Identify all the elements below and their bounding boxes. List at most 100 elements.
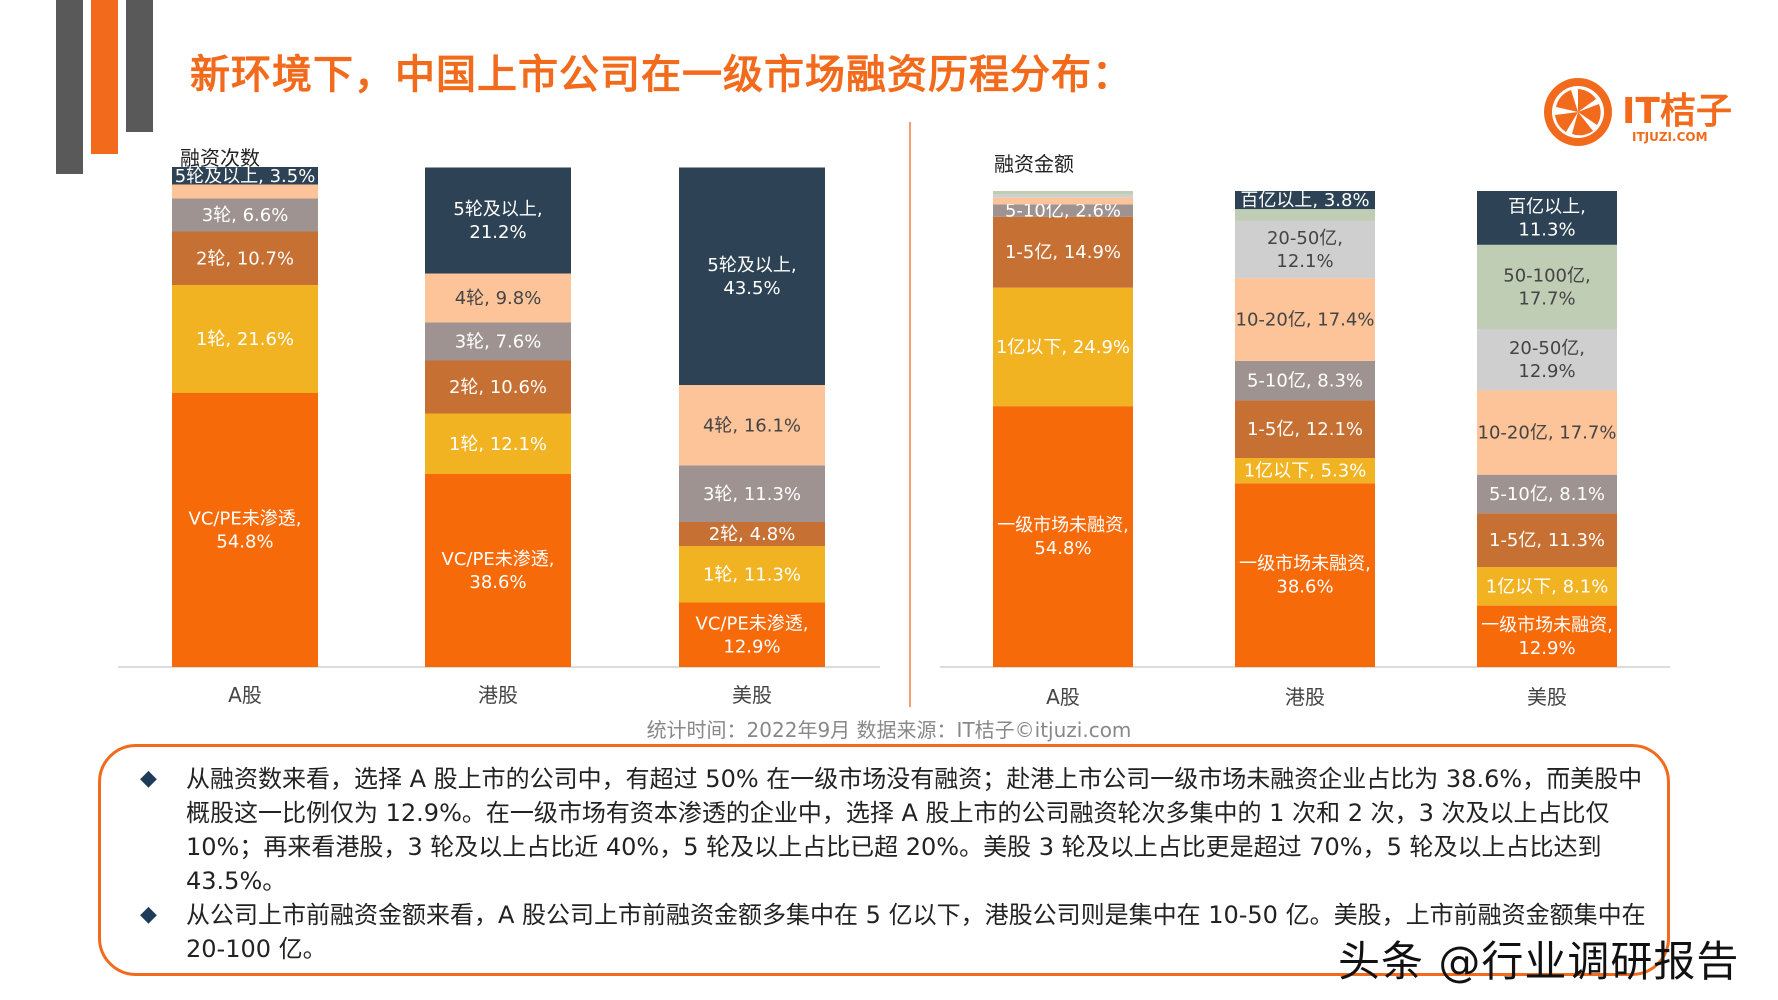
bar-segment <box>679 167 825 385</box>
bar-segment <box>425 413 571 474</box>
bar-segment <box>1235 400 1375 459</box>
bar-segment <box>993 194 1133 198</box>
category-label: A股 <box>228 683 262 707</box>
bar-segment <box>1477 513 1617 568</box>
bar-segment-label: 1亿以下, 5.3% <box>1244 461 1367 482</box>
bar-segment-label: 百亿以上, 11.3% <box>1508 196 1586 240</box>
bar-segment <box>1235 209 1375 221</box>
bar-segment <box>679 385 825 466</box>
bar-segment-label: 1-5亿, 14.9% <box>1005 242 1121 263</box>
bar-segment-label: 10-20亿, 17.4% <box>1236 310 1375 331</box>
bar-segment <box>1477 567 1617 606</box>
bar-segment <box>679 522 825 546</box>
page-title: 新环境下，中国上市公司在一级市场融资历程分布： <box>190 52 1133 98</box>
bar-segment-label: 1-5亿, 11.3% <box>1489 530 1605 551</box>
logo-domain: ITJUZI.COM <box>1632 130 1708 144</box>
bar-segment-label: 5-10亿, 8.3% <box>1247 371 1363 392</box>
bar-segment <box>172 167 318 185</box>
summary-text-2: 从公司上市前融资金额来看，A 股公司上市前融资金额多集中在 5 亿以下，港股公司… <box>186 901 1646 963</box>
bar-segment <box>679 546 825 603</box>
bar-segment <box>993 204 1133 217</box>
bar-segment <box>425 273 571 323</box>
category-label: A股 <box>1046 685 1080 709</box>
summary-text-1: 从融资数来看，选择 A 股上市的公司中，有超过 50% 在一级市场没有融资；赴港… <box>186 765 1643 895</box>
bar-segment <box>1477 244 1617 330</box>
bar-segment <box>1477 474 1617 514</box>
bar-segment-label: 1-5亿, 12.1% <box>1247 419 1363 440</box>
deco-bar-orange <box>91 0 118 154</box>
bar-segment <box>1477 605 1617 667</box>
deco-bar-gray-1 <box>56 0 83 174</box>
bar-segment-label: 4轮, 16.1% <box>703 415 801 436</box>
bar-segment-label: 3轮, 11.3% <box>703 484 801 505</box>
bar-segment <box>1477 191 1617 245</box>
orange-slice-icon <box>1544 78 1612 146</box>
bar-segment-label: 一级市场未融资, 12.9% <box>1481 615 1613 659</box>
bar-segment <box>172 184 318 199</box>
summary-bullet-2: ◆ 从公司上市前融资金额来看，A 股公司上市前融资金额多集中在 5 亿以下，港股… <box>140 898 1660 966</box>
source-note: 统计时间：2022年9月 数据来源：IT桔子©itjuzi.com <box>646 718 1132 742</box>
bar-segment-label: 1轮, 12.1% <box>449 434 547 455</box>
bar-segment <box>1477 329 1617 391</box>
category-label: 美股 <box>1527 685 1567 709</box>
category-label: 美股 <box>732 683 772 707</box>
bar-segment <box>1235 458 1375 484</box>
bar-segment-label: 百亿以上, 3.8% <box>1240 190 1369 211</box>
bar-segment-label: 2轮, 4.8% <box>709 524 796 545</box>
bar-segment <box>1235 220 1375 279</box>
bar-segment-label: 3轮, 7.6% <box>455 332 542 353</box>
bar-segment-label: 10-20亿, 17.7% <box>1478 423 1617 444</box>
bar-segment-label: 2轮, 10.7% <box>196 248 294 269</box>
diamond-bullet-icon: ◆ <box>140 902 157 927</box>
bar-segment <box>425 322 571 361</box>
bar-segment-label: 20-50亿, 12.9% <box>1509 338 1585 382</box>
bar-segment <box>679 602 825 667</box>
bar-segment-label: VC/PE未渗透, 38.6% <box>442 549 555 593</box>
bar-segment-label: 5轮及以上, 21.2% <box>453 199 542 243</box>
bar-segment <box>993 197 1133 205</box>
bar-segment-label: 5轮及以上, 3.5% <box>175 166 316 187</box>
bar-segment <box>1235 191 1375 210</box>
bar-segment <box>172 231 318 285</box>
bar-segment <box>993 191 1133 195</box>
bar-segment-label: 50-100亿, 17.7% <box>1503 265 1590 309</box>
bar-segment-label: 1亿以下, 8.1% <box>1486 576 1609 597</box>
bar-segment-label: 20-50亿, 12.1% <box>1267 228 1343 272</box>
bar-segment <box>1477 390 1617 475</box>
panel-label-count: 融资次数 <box>180 146 260 170</box>
bar-segment-label: 3轮, 6.6% <box>202 205 289 226</box>
bar-segment-label: 5-10亿, 2.6% <box>1005 201 1121 222</box>
bar-segment-label: 5轮及以上, 43.5% <box>707 255 796 299</box>
bar-segment <box>172 285 318 393</box>
category-label: 港股 <box>478 683 518 707</box>
summary-box <box>98 744 1670 976</box>
logo: IT桔子 ITJUZI.COM <box>1540 74 1760 154</box>
summary-bullet-1: ◆ 从融资数来看，选择 A 股上市的公司中，有超过 50% 在一级市场没有融资；… <box>140 762 1660 898</box>
bar-segment-label: 1轮, 21.6% <box>196 329 294 350</box>
bar-segment-label: 1亿以下, 24.9% <box>996 337 1130 358</box>
bar-segment <box>425 474 571 667</box>
bar-segment-label: 5-10亿, 8.1% <box>1489 484 1605 505</box>
bar-segment <box>172 393 318 667</box>
bar-segment-label: 一级市场未融资, 54.8% <box>997 515 1129 559</box>
category-label: 港股 <box>1285 685 1325 709</box>
logo-text: IT桔子 <box>1622 91 1732 132</box>
bar-segment <box>425 360 571 414</box>
bar-segment <box>679 465 825 522</box>
bar-segment <box>993 216 1133 288</box>
bar-segment <box>1235 360 1375 401</box>
panel-label-amount: 融资金额 <box>994 152 1074 176</box>
bar-segment <box>1235 278 1375 361</box>
diamond-bullet-icon: ◆ <box>140 766 157 791</box>
bar-segment <box>425 167 571 274</box>
bar-segment <box>993 287 1133 407</box>
watermark: 头条 @行业调研报告 <box>1338 937 1740 986</box>
bar-segment <box>172 198 318 232</box>
bar-segment-label: 一级市场未融资, 38.6% <box>1239 554 1371 598</box>
deco-bar-gray-2 <box>126 0 153 132</box>
bar-segment <box>1235 483 1375 667</box>
bar-segment-label: 1轮, 11.3% <box>703 564 801 585</box>
bar-segment-label: VC/PE未渗透, 12.9% <box>696 613 809 657</box>
